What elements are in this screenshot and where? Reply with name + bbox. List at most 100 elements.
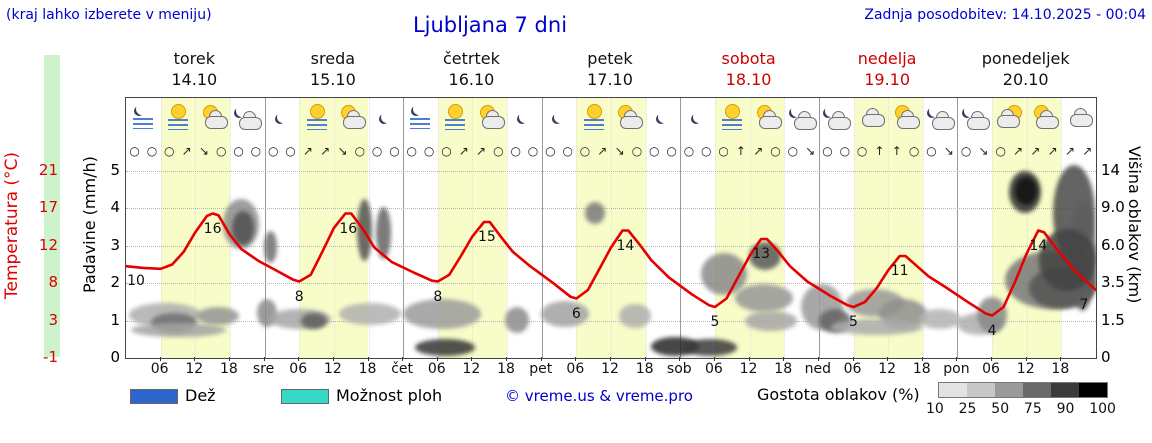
weather-icon-cloud-sun bbox=[992, 103, 1026, 133]
x-tick-mark bbox=[783, 357, 785, 361]
sun-icon bbox=[170, 104, 186, 119]
showers-legend-chip bbox=[281, 389, 329, 404]
wind-symbol: ○ bbox=[233, 144, 244, 158]
x-tick-label: čet bbox=[391, 361, 414, 377]
temp-value-label: 5 bbox=[710, 314, 720, 330]
density-tick-label: 100 bbox=[1089, 401, 1116, 417]
x-tick-mark bbox=[194, 357, 196, 361]
x-tick-label: 12 bbox=[185, 361, 204, 377]
day-header: četrtek 16.10 bbox=[402, 48, 541, 90]
wind-symbol: ○ bbox=[285, 144, 296, 158]
weather-icon-sun-cloud bbox=[196, 103, 230, 133]
cloud-icon-body bbox=[966, 117, 990, 130]
temp-value-label: 8 bbox=[433, 288, 443, 305]
wind-symbol: ○ bbox=[267, 144, 279, 158]
cloud-density-blob bbox=[619, 304, 651, 328]
cloud-icon-body bbox=[758, 116, 782, 129]
gridline-vertical-minor bbox=[645, 98, 647, 358]
gridline-vertical-minor bbox=[195, 98, 197, 358]
cloud-density-gradient-bar bbox=[938, 382, 1108, 398]
x-tick-label: 12 bbox=[878, 361, 897, 377]
weather-icon-sun-cloud bbox=[750, 103, 784, 133]
day-name: sreda bbox=[310, 49, 356, 68]
precip-axis-value: 1 bbox=[110, 310, 120, 329]
cloud-density-blob bbox=[301, 313, 327, 329]
sun-icon bbox=[725, 104, 741, 119]
day-name: petek bbox=[587, 49, 633, 68]
weather-icon-sun-cloud bbox=[888, 103, 922, 133]
wind-symbol: ○ bbox=[562, 144, 573, 158]
cloud-density-blob bbox=[683, 339, 737, 356]
x-tick-mark bbox=[367, 357, 369, 361]
fog-icon bbox=[445, 119, 466, 130]
x-tick-label: 12 bbox=[323, 361, 342, 377]
weather-icon-cloud bbox=[854, 103, 888, 133]
density-tick-label: 75 bbox=[1023, 401, 1042, 417]
cloud-height-axis-value: 14 bbox=[1101, 161, 1121, 179]
x-tick-mark bbox=[228, 357, 230, 361]
x-tick-label: sre bbox=[252, 361, 275, 377]
cloud-icon-body bbox=[861, 114, 885, 127]
last-update-text: Zadnja posodobitev: 14.10.2025 - 00:04 bbox=[864, 7, 1146, 23]
x-tick-label: ned bbox=[804, 361, 832, 377]
weather-icon-fog-sun bbox=[438, 103, 472, 133]
wind-symbol: ○ bbox=[995, 144, 1006, 158]
fog-icon bbox=[167, 119, 188, 130]
gridline-vertical-minor bbox=[922, 98, 924, 358]
wind-symbol: ○ bbox=[406, 144, 418, 158]
gridline-vertical-minor bbox=[437, 98, 439, 358]
cloud-icon-body bbox=[343, 116, 367, 129]
wind-symbol: ○ bbox=[579, 144, 591, 158]
sun-icon bbox=[586, 104, 602, 119]
cloud-icon bbox=[966, 111, 990, 130]
wind-symbol: ○ bbox=[527, 144, 539, 158]
day-name: ponedeljek bbox=[981, 49, 1070, 68]
gridline-vertical-minor bbox=[507, 98, 509, 358]
day-date: 17.10 bbox=[587, 70, 633, 89]
wind-symbol: ↑ bbox=[874, 144, 885, 158]
x-tick-mark bbox=[263, 357, 265, 361]
wind-symbol: ↗ bbox=[320, 144, 331, 158]
weather-icon-sun-cloud bbox=[1027, 103, 1061, 133]
cloud-icon bbox=[897, 110, 921, 129]
cloud-icon-body bbox=[239, 117, 263, 130]
wind-symbol: ↘ bbox=[943, 144, 954, 158]
wind-symbol: ↗ bbox=[476, 144, 487, 158]
wind-symbol: ○ bbox=[787, 144, 799, 158]
temp-axis-value: 3 bbox=[48, 310, 58, 329]
x-tick-mark bbox=[575, 357, 577, 361]
wind-symbol: ○ bbox=[493, 144, 504, 158]
cloud-density-blob bbox=[541, 301, 589, 327]
cloud-density-blob bbox=[232, 211, 254, 245]
temperature-curve-path bbox=[126, 212, 1096, 317]
showers-legend-label: Možnost ploh bbox=[336, 386, 443, 405]
wind-symbol: ○ bbox=[216, 144, 227, 158]
cloud-density-blob bbox=[749, 242, 781, 270]
wind-symbol: ↗ bbox=[1030, 144, 1041, 158]
cloud-icon-body bbox=[481, 116, 505, 129]
temp-value-label: 14 bbox=[1029, 237, 1048, 254]
copyright-link[interactable]: © vreme.us & vreme.pro bbox=[505, 387, 693, 405]
day-name: sobota bbox=[721, 49, 776, 68]
temp-value-label: 8 bbox=[294, 288, 304, 305]
wind-symbol: ○ bbox=[683, 144, 695, 158]
gridline-horizontal bbox=[126, 358, 1096, 359]
wind-symbol: ○ bbox=[770, 144, 781, 158]
wind-symbol: ○ bbox=[718, 144, 729, 158]
cloud-density-blob bbox=[919, 309, 961, 329]
x-tick-label: 18 bbox=[358, 361, 377, 377]
wind-symbol: ↘ bbox=[337, 144, 348, 158]
sun-icon bbox=[309, 104, 325, 119]
weather-icon-moon-cloud bbox=[923, 103, 957, 133]
temp-axis-value: 17 bbox=[38, 198, 58, 217]
temp-value-label: 14 bbox=[616, 237, 635, 254]
temp-value-label: 7 bbox=[1079, 297, 1089, 313]
gridline-vertical-day bbox=[264, 98, 266, 358]
fog-icon bbox=[133, 118, 154, 129]
cloud-icon bbox=[1069, 108, 1093, 127]
rain-legend-label: Dež bbox=[185, 386, 216, 405]
wind-symbol: ○ bbox=[510, 144, 521, 158]
cloud-icon-body bbox=[932, 117, 956, 130]
cloud-icon bbox=[620, 110, 644, 129]
x-tick-label: 12 bbox=[462, 361, 481, 377]
